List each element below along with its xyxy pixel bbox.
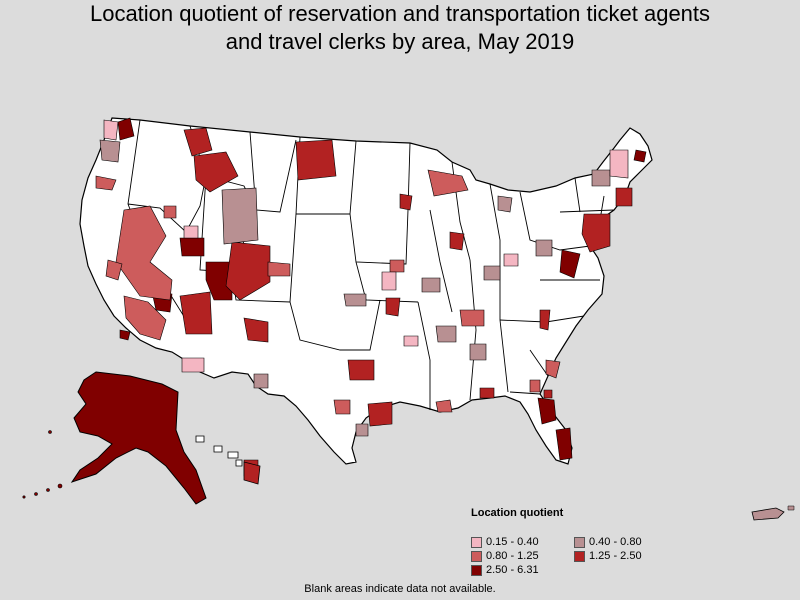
legend-label-4: 2.50 - 6.31 — [486, 564, 539, 576]
hawaii-big-island — [243, 461, 261, 485]
aleutian-islands — [22, 430, 63, 499]
legend-swatch-3 — [574, 550, 585, 562]
legend-label-0: 0.15 - 0.40 — [486, 536, 539, 548]
virgin-islands — [787, 505, 795, 511]
legend-label-1: 0.40 - 0.80 — [589, 536, 642, 548]
map-title: Location quotient of reservation and tra… — [0, 0, 800, 56]
legend-item-3: 1.25 - 2.50 — [574, 549, 642, 563]
footnote: Blank areas indicate data not available. — [304, 583, 496, 595]
legend-label-3: 1.25 - 2.50 — [589, 550, 642, 562]
shaded-areas — [95, 117, 647, 477]
legend-swatch-2 — [471, 550, 482, 562]
legend-swatch-1 — [574, 536, 585, 548]
legend-swatch-4 — [471, 564, 482, 576]
legend-item-2: 0.80 - 1.25 — [471, 549, 539, 563]
legend-item-4: 2.50 - 6.31 — [471, 563, 539, 577]
hawaii-land — [195, 435, 243, 467]
legend-title: Location quotient — [471, 507, 564, 519]
legend-item-1: 0.40 - 0.80 — [574, 535, 642, 549]
alaska-land — [70, 371, 207, 505]
legend-item-0: 0.15 - 0.40 — [471, 535, 539, 549]
legend-label-2: 0.80 - 1.25 — [486, 550, 539, 562]
puerto-rico-land — [751, 507, 785, 521]
map-title-line2: and travel clerks by area, May 2019 — [225, 29, 575, 54]
map-title-line1: Location quotient of reservation and tra… — [89, 1, 711, 26]
legend-swatch-0 — [471, 536, 482, 548]
legend: Location quotient 0.15 - 0.40 0.40 - 0.8… — [466, 507, 666, 579]
